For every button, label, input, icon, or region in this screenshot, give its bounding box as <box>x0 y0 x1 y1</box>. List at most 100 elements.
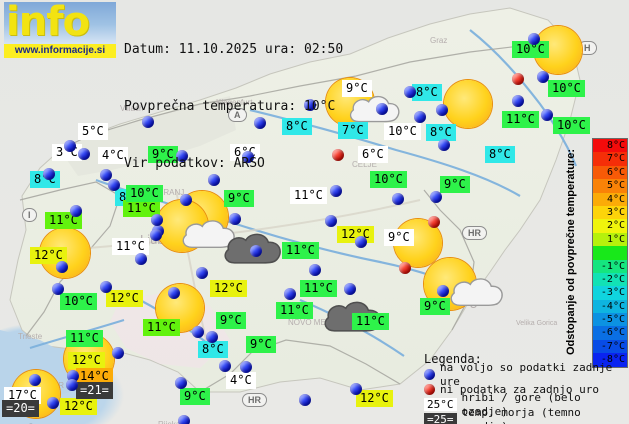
station-dot-current[interactable] <box>112 347 124 359</box>
station-dot-current[interactable] <box>304 99 316 111</box>
temperature-chip: 9°C <box>440 176 470 193</box>
logo-wordmark: info <box>6 2 90 45</box>
temperature-chip: 11°C <box>290 187 327 204</box>
station-dot-current[interactable] <box>537 71 549 83</box>
legend-mountain-text: hribi / gore (belo ozadje) <box>461 390 581 418</box>
station-dot-current[interactable] <box>219 360 231 372</box>
station-dot-current[interactable] <box>66 379 78 391</box>
temperature-chip: 10°C <box>370 171 407 188</box>
station-dot-current[interactable] <box>404 86 416 98</box>
station-dot-current[interactable] <box>350 383 362 395</box>
station-dot-current[interactable] <box>325 215 337 227</box>
legend-row-red: ni podatka za zadnjo uro <box>424 382 624 397</box>
temperature-chip: 12°C <box>60 398 97 415</box>
station-dot-current[interactable] <box>330 185 342 197</box>
station-dot-current[interactable] <box>541 109 553 121</box>
station-dot-current[interactable] <box>355 236 367 248</box>
station-dot-current[interactable] <box>176 150 188 162</box>
station-dot-current[interactable] <box>43 168 55 180</box>
legend-title: Legenda: <box>424 352 482 366</box>
station-dot-current[interactable] <box>64 140 76 152</box>
color-scale-cell: 8°C <box>593 139 627 153</box>
header-source-line: Vir podatkov: ARSO <box>124 156 265 171</box>
color-scale-cell: -4°C <box>593 299 627 314</box>
station-dot-current[interactable] <box>178 415 190 424</box>
station-dot-current[interactable] <box>430 191 442 203</box>
blue-station-dot-icon <box>424 369 435 380</box>
legend-red-text: ni podatka za zadnjo uro <box>440 382 599 396</box>
station-dot-current[interactable] <box>192 326 204 338</box>
station-dot-current[interactable] <box>196 267 208 279</box>
station-dot-current[interactable] <box>250 245 262 257</box>
legend-row-blue: na voljo so podatki zadnje ure <box>424 361 624 388</box>
station-dot-current[interactable] <box>135 253 147 265</box>
station-dot-stale[interactable] <box>332 149 344 161</box>
sun-cloud-icon <box>446 273 508 315</box>
station-dot-current[interactable] <box>168 287 180 299</box>
station-dot-current[interactable] <box>100 281 112 293</box>
station-dot-current[interactable] <box>392 193 404 205</box>
station-dot-current[interactable] <box>299 394 311 406</box>
header-info: Datum: 11.10.2025 ura: 02:50 Povprečna t… <box>124 2 343 211</box>
temperature-chip: 11°C <box>143 319 180 336</box>
logo-url: www.informacije.si <box>4 44 116 58</box>
temperature-chip: 7°C <box>338 122 368 139</box>
station-dot-current[interactable] <box>436 104 448 116</box>
station-dot-current[interactable] <box>309 264 321 276</box>
temperature-chip: 12°C <box>30 247 67 264</box>
color-scale-cell: 4°C <box>593 192 627 206</box>
station-dot-current[interactable] <box>180 194 192 206</box>
temperature-chip: 11°C <box>112 238 149 255</box>
station-dot-current[interactable] <box>52 283 64 295</box>
temperature-chip: 11°C <box>276 302 313 319</box>
station-dot-current[interactable] <box>229 213 241 225</box>
station-dot-stale[interactable] <box>512 73 524 85</box>
station-dot-current[interactable] <box>438 139 450 151</box>
station-dot-current[interactable] <box>47 397 59 409</box>
sun-icon <box>444 80 492 128</box>
cloud-icon <box>0 419 56 424</box>
station-dot-current[interactable] <box>528 33 540 45</box>
station-dot-current[interactable] <box>108 179 120 191</box>
temperature-chip: 12°C <box>356 390 393 407</box>
temperature-chip: 11°C <box>352 313 389 330</box>
station-dot-current[interactable] <box>208 174 220 186</box>
station-dot-current[interactable] <box>70 205 82 217</box>
sea-sample-swatch: =25= <box>424 413 457 424</box>
header-average-temp-line: Povprečna temperatura: 10°C <box>124 99 336 114</box>
station-dot-current[interactable] <box>100 169 112 181</box>
station-dot-current[interactable] <box>284 288 296 300</box>
legend: Legenda: na voljo so podatki zadnje ure … <box>424 352 624 424</box>
color-scale-title: Odstopanje od povprečne temperature: <box>565 149 577 355</box>
station-dot-current[interactable] <box>240 361 252 373</box>
station-dot-current[interactable] <box>437 285 449 297</box>
temperature-chip: 5°C <box>78 123 108 140</box>
station-dot-current[interactable] <box>175 377 187 389</box>
station-dot-current[interactable] <box>344 283 356 295</box>
station-dot-current[interactable] <box>78 148 90 160</box>
station-dot-current[interactable] <box>151 214 163 226</box>
station-dot-current[interactable] <box>206 331 218 343</box>
color-scale-cell: -8°C <box>593 353 627 367</box>
temperature-chip: 12°C <box>68 352 105 369</box>
temperature-chip: 10°C <box>512 41 549 58</box>
station-dot-stale[interactable] <box>428 216 440 228</box>
station-dot-current[interactable] <box>512 95 524 107</box>
station-dot-current[interactable] <box>242 151 254 163</box>
temperature-chip: 8°C <box>426 124 456 141</box>
station-dot-current[interactable] <box>414 111 426 123</box>
station-dot-current[interactable] <box>142 116 154 128</box>
station-dot-current[interactable] <box>376 103 388 115</box>
station-dot-current[interactable] <box>254 117 266 129</box>
site-logo[interactable]: info www.informacije.si <box>4 2 116 58</box>
color-scale-cell: 3°C <box>593 205 627 220</box>
station-dot-stale[interactable] <box>399 262 411 274</box>
color-scale-cell: 6°C <box>593 165 627 180</box>
station-dot-current[interactable] <box>56 261 68 273</box>
station-dot-current[interactable] <box>29 374 41 386</box>
station-dot-current[interactable] <box>150 229 162 241</box>
color-scale-cell: -7°C <box>593 339 627 354</box>
temperature-chip: 8°C <box>485 146 515 163</box>
temperature-chip: 10°C <box>553 117 590 134</box>
